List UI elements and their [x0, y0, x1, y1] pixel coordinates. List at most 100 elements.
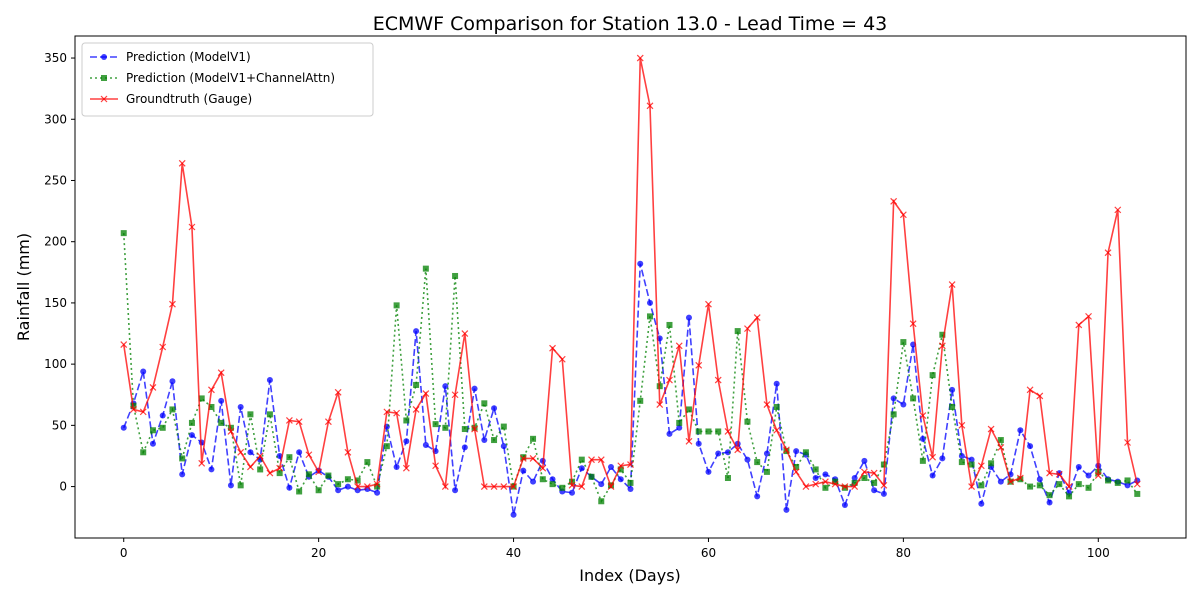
- data-point: [822, 484, 829, 491]
- legend-label: Prediction (ModelV1): [126, 50, 251, 64]
- data-point: [1075, 481, 1082, 488]
- data-point: [324, 418, 332, 426]
- data-point: [285, 417, 293, 424]
- data-point: [676, 424, 683, 431]
- data-point: [1066, 493, 1073, 500]
- data-point: [753, 314, 761, 322]
- data-point: [598, 498, 605, 505]
- data-point: [744, 325, 751, 333]
- data-point: [715, 450, 722, 457]
- data-point: [179, 455, 186, 462]
- data-point: [871, 479, 878, 486]
- data-point: [763, 450, 770, 457]
- data-point: [949, 403, 956, 410]
- data-point: [607, 483, 615, 490]
- data-point: [491, 405, 498, 412]
- data-point: [159, 412, 166, 419]
- data-point: [997, 478, 1004, 485]
- data-point: [763, 401, 771, 408]
- data-point: [646, 299, 653, 306]
- data-point: [529, 454, 537, 462]
- data-point: [763, 468, 770, 475]
- data-point: [997, 437, 1004, 444]
- data-point: [578, 456, 585, 463]
- data-point: [1056, 481, 1063, 488]
- data-point: [422, 265, 429, 272]
- data-point: [354, 483, 362, 490]
- data-point: [656, 401, 664, 408]
- data-point: [374, 483, 381, 490]
- data-point: [831, 480, 839, 488]
- data-point: [130, 406, 137, 413]
- data-point: [978, 482, 985, 489]
- data-point: [510, 511, 517, 518]
- data-point: [714, 376, 722, 384]
- data-point: [1133, 480, 1141, 488]
- data-point: [695, 440, 702, 447]
- data-point: [1114, 479, 1121, 486]
- legend-box: [81, 42, 374, 117]
- y-tick-label: 100: [44, 357, 67, 371]
- data-point: [880, 481, 888, 489]
- data-point: [491, 437, 498, 444]
- series-0: [120, 260, 1141, 518]
- data-point: [724, 428, 732, 435]
- data-point: [266, 411, 273, 418]
- data-point: [393, 409, 401, 417]
- data-point: [344, 483, 351, 490]
- data-point: [792, 468, 800, 476]
- data-point: [851, 479, 858, 486]
- data-point: [1075, 463, 1082, 470]
- data-point: [140, 449, 147, 456]
- data-point: [266, 377, 273, 384]
- data-point: [929, 453, 937, 461]
- data-point: [140, 368, 147, 375]
- data-point: [783, 446, 790, 454]
- data-point: [227, 428, 235, 435]
- legend-label: Groundtruth (Gauge): [126, 92, 252, 106]
- data-point: [637, 397, 644, 404]
- data-point: [861, 457, 868, 464]
- series-2: [120, 54, 1141, 490]
- data-point: [958, 459, 965, 466]
- data-point: [569, 489, 576, 496]
- x-tick-label: 40: [506, 546, 521, 560]
- data-point: [188, 223, 196, 231]
- data-point: [510, 483, 517, 490]
- data-point: [530, 435, 537, 442]
- data-point: [636, 54, 644, 62]
- data-point: [958, 421, 966, 429]
- data-point: [520, 467, 527, 474]
- data-point: [519, 454, 527, 462]
- data-point: [403, 417, 410, 424]
- series-line: [122, 263, 1138, 515]
- data-point: [968, 483, 976, 490]
- data-point: [179, 471, 186, 478]
- data-point: [724, 449, 731, 456]
- data-point: [257, 466, 264, 473]
- data-point: [997, 443, 1005, 451]
- data-point: [871, 487, 878, 494]
- data-point: [734, 328, 741, 335]
- data-point: [627, 486, 634, 493]
- data-point: [588, 456, 595, 464]
- data-point: [977, 462, 985, 470]
- data-point: [1027, 443, 1034, 450]
- data-point: [666, 321, 673, 328]
- data-point: [1085, 312, 1092, 320]
- x-tick-label: 20: [311, 546, 326, 560]
- data-point: [676, 419, 683, 426]
- data-point: [578, 483, 586, 490]
- data-point: [441, 483, 449, 490]
- data-point: [685, 406, 692, 413]
- data-point: [169, 300, 176, 308]
- data-point: [695, 361, 703, 369]
- series-line: [122, 57, 1139, 490]
- data-point: [393, 302, 400, 309]
- data-point: [812, 466, 819, 473]
- data-point: [978, 500, 985, 507]
- y-tick-label: 0: [59, 480, 67, 494]
- y-tick-label: 250: [44, 173, 67, 187]
- data-point: [802, 449, 809, 456]
